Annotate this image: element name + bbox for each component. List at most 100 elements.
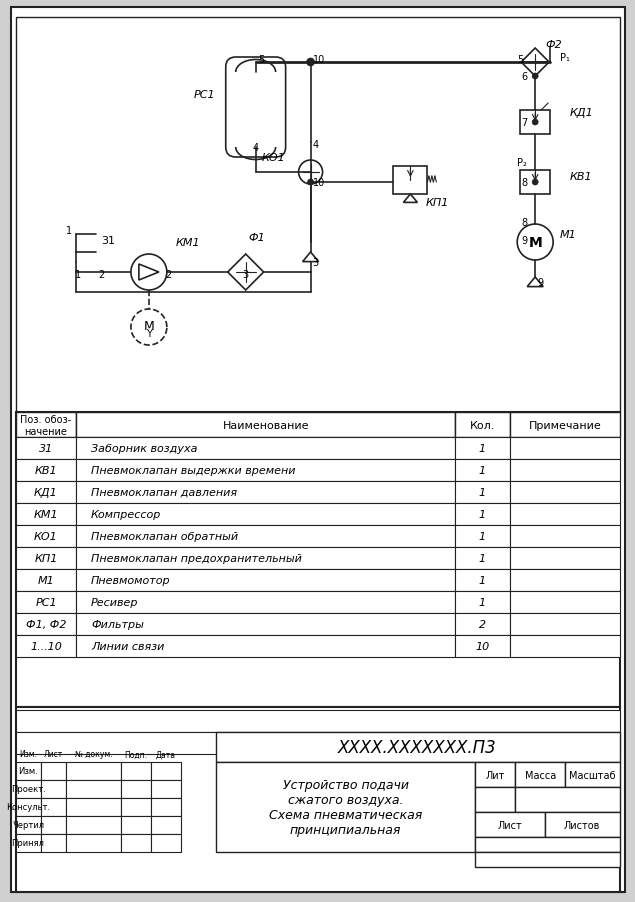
Bar <box>511 482 620 503</box>
Bar <box>511 569 620 592</box>
Text: Масса: Масса <box>525 770 556 780</box>
Text: Пневмоклапан выдержки времени: Пневмоклапан выдержки времени <box>91 465 295 475</box>
Text: Ф1: Ф1 <box>249 233 265 243</box>
Text: Изм.: Изм. <box>20 750 37 759</box>
Bar <box>66 834 121 852</box>
Bar <box>511 613 620 635</box>
Bar <box>475 762 515 787</box>
Bar <box>216 762 475 852</box>
Bar <box>16 412 620 707</box>
Text: 8: 8 <box>521 178 527 188</box>
Bar <box>475 837 620 852</box>
Bar <box>16 780 41 798</box>
Bar <box>76 437 455 459</box>
Text: Наименование: Наименование <box>222 420 309 430</box>
Circle shape <box>532 120 538 126</box>
Bar <box>565 762 620 787</box>
Bar <box>16 762 41 780</box>
Polygon shape <box>139 264 159 281</box>
Text: Лист: Лист <box>498 820 523 830</box>
Text: Y: Y <box>146 328 152 338</box>
Text: М1: М1 <box>37 575 55 585</box>
Bar <box>41 762 66 780</box>
Bar <box>511 412 620 437</box>
Bar <box>455 459 511 482</box>
Text: Масштаб: Масштаб <box>569 770 615 780</box>
Text: КД1: КД1 <box>34 487 58 498</box>
Bar <box>41 798 66 816</box>
Text: Подп.: Подп. <box>124 750 147 759</box>
Bar <box>16 710 620 732</box>
Bar <box>151 816 181 834</box>
Text: 1: 1 <box>66 226 72 235</box>
Text: 2: 2 <box>166 270 172 280</box>
Bar <box>455 526 511 548</box>
Text: 9: 9 <box>521 235 527 245</box>
Text: Р₂: Р₂ <box>518 158 527 168</box>
Text: 7: 7 <box>521 118 527 128</box>
Text: М1: М1 <box>560 230 577 240</box>
Text: 1...10: 1...10 <box>30 641 62 651</box>
Text: 2: 2 <box>98 270 104 280</box>
Bar <box>76 503 455 526</box>
Text: M: M <box>144 319 154 332</box>
Polygon shape <box>303 253 319 262</box>
Bar <box>475 812 545 837</box>
Bar <box>66 780 121 798</box>
Bar <box>66 816 121 834</box>
Text: КМ1: КМ1 <box>176 238 201 248</box>
Text: XXXX.XXXXXXX.П3: XXXX.XXXXXXX.П3 <box>338 738 497 756</box>
Text: 6: 6 <box>521 72 527 82</box>
Bar <box>515 787 620 812</box>
Bar <box>76 635 455 658</box>
Text: КП1: КП1 <box>425 198 449 207</box>
Polygon shape <box>403 195 417 203</box>
Bar <box>121 834 151 852</box>
Text: 4: 4 <box>253 143 258 152</box>
Bar <box>545 812 620 837</box>
Bar <box>76 548 455 569</box>
Text: КО1: КО1 <box>262 152 286 163</box>
Bar <box>16 482 76 503</box>
Text: Линии связи: Линии связи <box>91 641 164 651</box>
Text: Пневмоклапан предохранительный: Пневмоклапан предохранительный <box>91 554 302 564</box>
Text: КМ1: КМ1 <box>34 510 58 520</box>
Text: КД1: КД1 <box>570 108 594 118</box>
Bar <box>520 170 550 195</box>
Text: 5: 5 <box>258 55 265 65</box>
Bar <box>455 503 511 526</box>
Text: Ф2: Ф2 <box>545 40 562 50</box>
Bar <box>511 635 620 658</box>
Text: 1: 1 <box>479 597 486 607</box>
Bar <box>511 459 620 482</box>
Bar <box>216 732 620 762</box>
Bar <box>455 592 511 613</box>
Circle shape <box>307 179 314 186</box>
Bar <box>455 569 511 592</box>
Text: 1: 1 <box>479 554 486 564</box>
Text: Проект.: Проект. <box>11 785 46 794</box>
Bar <box>121 816 151 834</box>
Bar <box>511 503 620 526</box>
Text: Заборник воздуха: Заборник воздуха <box>91 444 197 454</box>
Bar <box>16 834 41 852</box>
Text: Пневмомотор: Пневмомотор <box>91 575 171 585</box>
Circle shape <box>307 59 314 67</box>
Bar <box>16 613 76 635</box>
Bar <box>236 73 276 148</box>
Text: 31: 31 <box>39 444 53 454</box>
Text: 10: 10 <box>312 178 325 188</box>
Bar <box>151 780 181 798</box>
Text: Изм.: Изм. <box>18 767 38 776</box>
Bar <box>511 592 620 613</box>
Text: Устройство подачи
сжатого воздуха.
Схема пневматическая
принципиальная: Устройство подачи сжатого воздуха. Схема… <box>269 778 422 836</box>
Bar <box>455 548 511 569</box>
Polygon shape <box>228 254 264 290</box>
Bar <box>455 412 511 437</box>
Bar <box>41 834 66 852</box>
Text: Пневмоклапан обратный: Пневмоклапан обратный <box>91 531 238 541</box>
Bar <box>16 412 76 437</box>
Bar <box>76 526 455 548</box>
Bar <box>455 613 511 635</box>
Text: Примечание: Примечание <box>529 420 601 430</box>
